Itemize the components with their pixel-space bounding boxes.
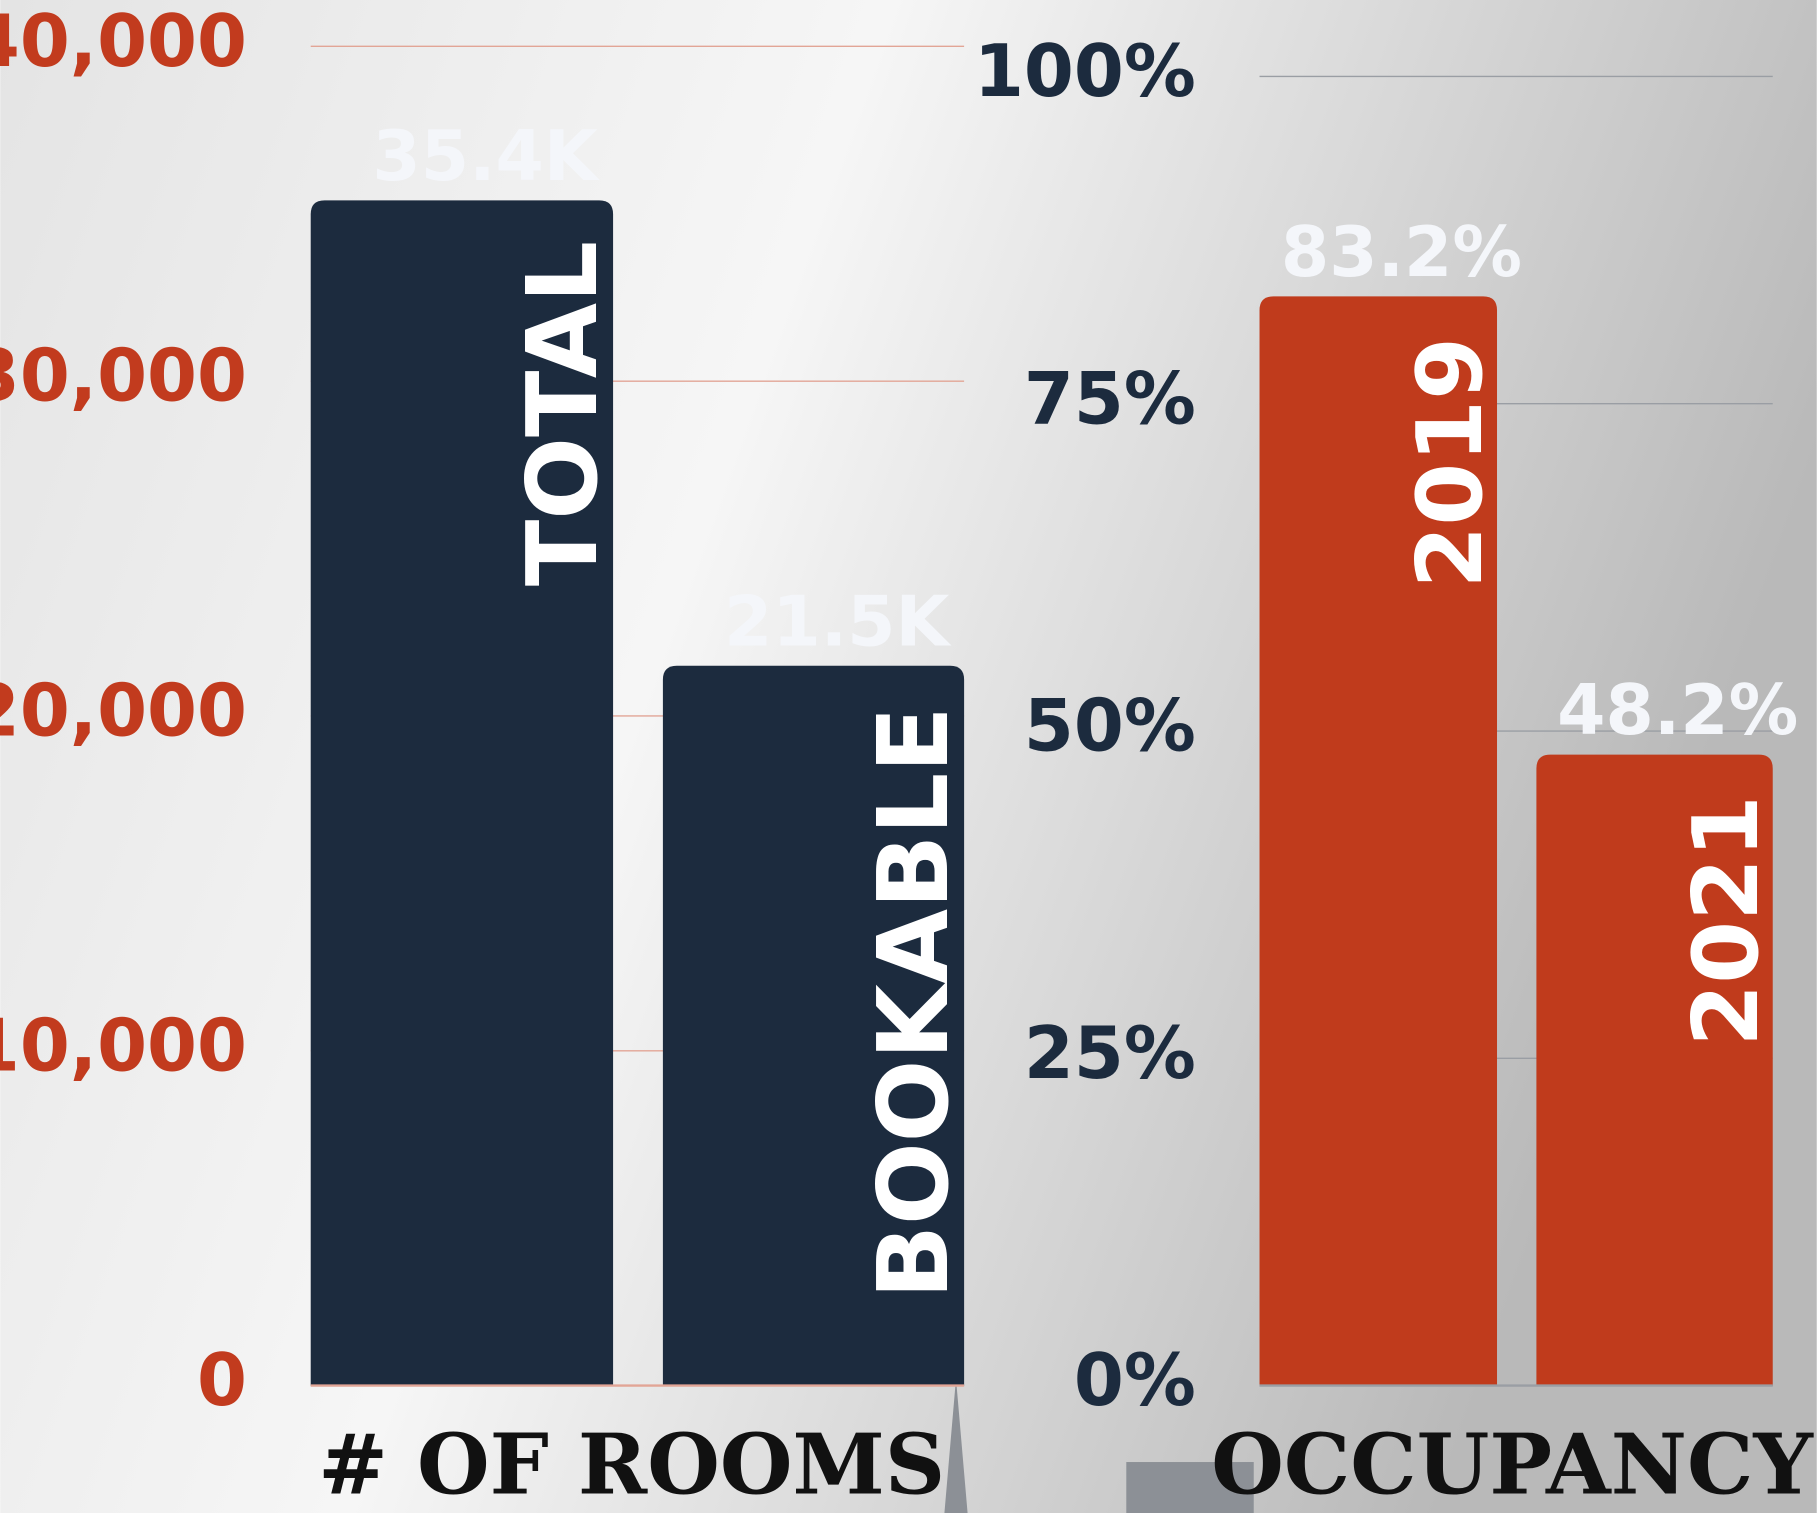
y-tick-label: 0% xyxy=(1074,1338,1196,1422)
category-label: BOOKABLE xyxy=(857,706,970,1299)
value-label: 21.5K xyxy=(724,581,951,662)
y-tick-label: 20,000 xyxy=(0,668,247,752)
category-label: 2019 xyxy=(1398,337,1503,589)
y-tick-label: 75% xyxy=(1024,356,1196,440)
bar xyxy=(1259,296,1498,1386)
x-axis-label: # OF ROOMS xyxy=(318,1415,945,1513)
y-tick-label: 25% xyxy=(1024,1011,1196,1095)
y-tick-label: 100% xyxy=(974,29,1196,113)
y-tick-label: 30,000 xyxy=(0,334,247,418)
bar xyxy=(662,665,965,1386)
y-tick-label: 10,000 xyxy=(0,1003,247,1087)
value-label: 83.2% xyxy=(1281,212,1522,293)
x-axis-label: OCCUPANCY xyxy=(1211,1415,1814,1513)
y-tick-label: 0 xyxy=(197,1338,247,1422)
bar xyxy=(1536,754,1773,1386)
y-tick-label: 40,000 xyxy=(0,0,247,83)
category-label: TOTAL xyxy=(506,241,619,586)
value-label: 35.4K xyxy=(372,116,599,197)
y-tick-label: 50% xyxy=(1024,684,1196,768)
category-label: 2021 xyxy=(1674,795,1779,1047)
bar xyxy=(310,200,614,1386)
skyline xyxy=(944,1378,1254,1513)
value-label: 48.2% xyxy=(1557,670,1798,751)
